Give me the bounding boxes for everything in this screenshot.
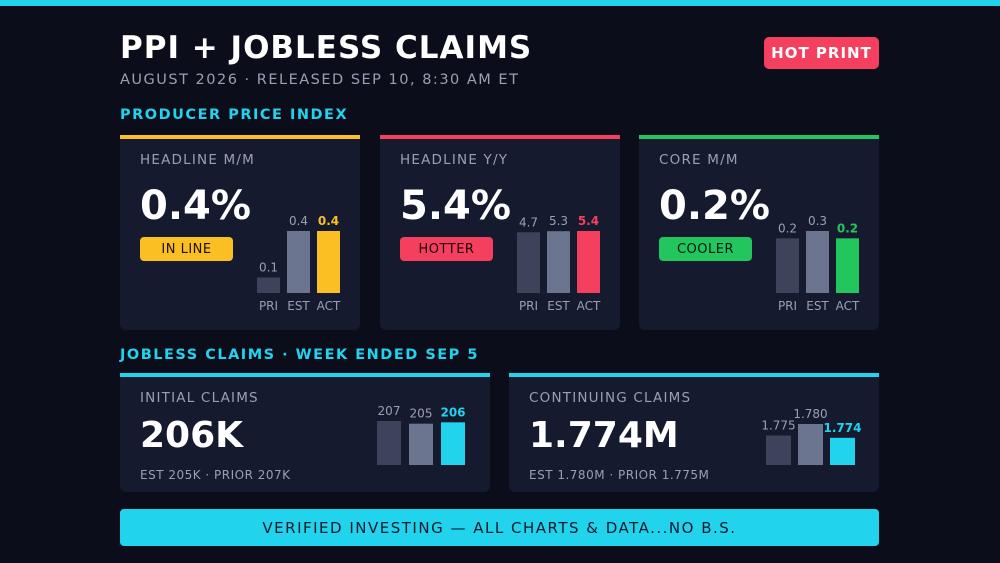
card-accent-bar [120, 373, 490, 377]
data-label: 1.780 [793, 407, 827, 421]
ppi-core-mm-card: CORE M/M 0.2% COOLER 0.2 PRI 0.3 EST 0.2 ACT [639, 135, 879, 330]
estimate-prior-line: EST 1.780M · PRIOR 1.775M [529, 468, 710, 482]
actual-value: 0.4% [140, 183, 251, 229]
core-mm-bar-chart: 0.2 PRI 0.3 EST 0.2 ACT [776, 214, 860, 313]
category-label: PRI [778, 299, 797, 313]
bar-act [836, 238, 859, 293]
bar-actual [830, 437, 855, 465]
hot-print-badge: HOT PRINT [764, 37, 879, 69]
data-label: 0.2 [837, 221, 858, 235]
claims-section-title: JOBLESS CLAIMS · WEEK ENDED SEP 5 [120, 347, 479, 363]
data-label: 5.4 [578, 214, 599, 228]
data-label: 0.1 [259, 261, 278, 275]
data-label: 1.774 [824, 421, 862, 435]
category-label: ACT [317, 299, 341, 313]
card-accent-bar [380, 135, 620, 139]
bar-est [409, 423, 433, 465]
ppi-headline-yy-card: HEADLINE Y/Y 5.4% HOTTER 4.7 PRI 5.3 EST 5.4… [380, 135, 620, 330]
bar-pri [776, 238, 799, 293]
category-label: EST [287, 299, 310, 313]
bar-act [317, 231, 340, 293]
status-badge: IN LINE [140, 237, 233, 261]
data-label: 0.2 [778, 221, 797, 235]
actual-value: 0.2% [659, 183, 770, 229]
continuing-claims-card: CONTINUING CLAIMS 1.774M EST 1.780M · PR… [509, 373, 879, 492]
bar-est [806, 231, 829, 293]
category-label: ACT [836, 299, 860, 313]
bar-prior [766, 435, 791, 465]
data-label: 1.775 [761, 419, 795, 433]
bar-est [547, 231, 570, 293]
headline-mm-bar-chart: 0.1 PRI 0.4 EST 0.4 ACT [257, 214, 341, 313]
card-label: HEADLINE Y/Y [400, 152, 509, 168]
headline-yy-bar-chart: 4.7 PRI 5.3 EST 5.4 ACT [517, 214, 601, 313]
estimate-prior-line: EST 205K · PRIOR 207K [140, 468, 291, 482]
card-accent-bar [509, 373, 879, 377]
bar-prior [377, 421, 401, 465]
ppi-headline-mm-card: HEADLINE M/M 0.4% IN LINE 0.1 PRI 0.4 EST 0.… [120, 135, 360, 330]
data-label: 0.4 [318, 214, 339, 228]
page-subtitle: AUGUST 2026 · RELEASED SEP 10, 8:30 AM E… [120, 72, 520, 88]
card-accent-bar [639, 135, 879, 139]
card-accent-bar [120, 135, 360, 139]
actual-value: 206K [140, 415, 244, 456]
footer-banner: VERIFIED INVESTING — ALL CHARTS & DATA..… [120, 509, 879, 546]
category-label: EST [806, 299, 829, 313]
page-title: PPI + JOBLESS CLAIMS [120, 30, 533, 66]
card-label: HEADLINE M/M [140, 152, 255, 168]
bar-act [577, 231, 600, 293]
bar-pri [517, 232, 540, 293]
top-accent-rule [0, 0, 1000, 6]
data-label: 206 [440, 405, 465, 419]
category-label: PRI [259, 299, 278, 313]
card-label: INITIAL CLAIMS [140, 390, 259, 406]
bar-est [287, 231, 310, 293]
category-label: PRI [519, 299, 538, 313]
card-label: CORE M/M [659, 152, 739, 168]
data-label: 5.3 [549, 214, 568, 228]
status-badge: HOTTER [400, 237, 493, 261]
initial-claims-card: INITIAL CLAIMS 206K EST 205K · PRIOR 207… [120, 373, 490, 492]
bar-actual [441, 422, 465, 465]
bar-pri [257, 277, 280, 293]
card-label: CONTINUING CLAIMS [529, 390, 692, 406]
initial-claims-bar-chart: 207 205 206 [377, 404, 466, 465]
data-label: 207 [378, 404, 401, 418]
category-label: ACT [577, 299, 601, 313]
data-label: 0.3 [808, 214, 827, 228]
actual-value: 1.774M [529, 415, 679, 456]
data-label: 4.7 [519, 215, 538, 229]
bar-est [798, 424, 823, 465]
actual-value: 5.4% [400, 183, 511, 229]
data-label: 205 [410, 407, 433, 421]
category-label: EST [547, 299, 570, 313]
status-badge: COOLER [659, 237, 752, 261]
ppi-section-title: PRODUCER PRICE INDEX [120, 107, 349, 123]
data-label: 0.4 [289, 214, 308, 228]
